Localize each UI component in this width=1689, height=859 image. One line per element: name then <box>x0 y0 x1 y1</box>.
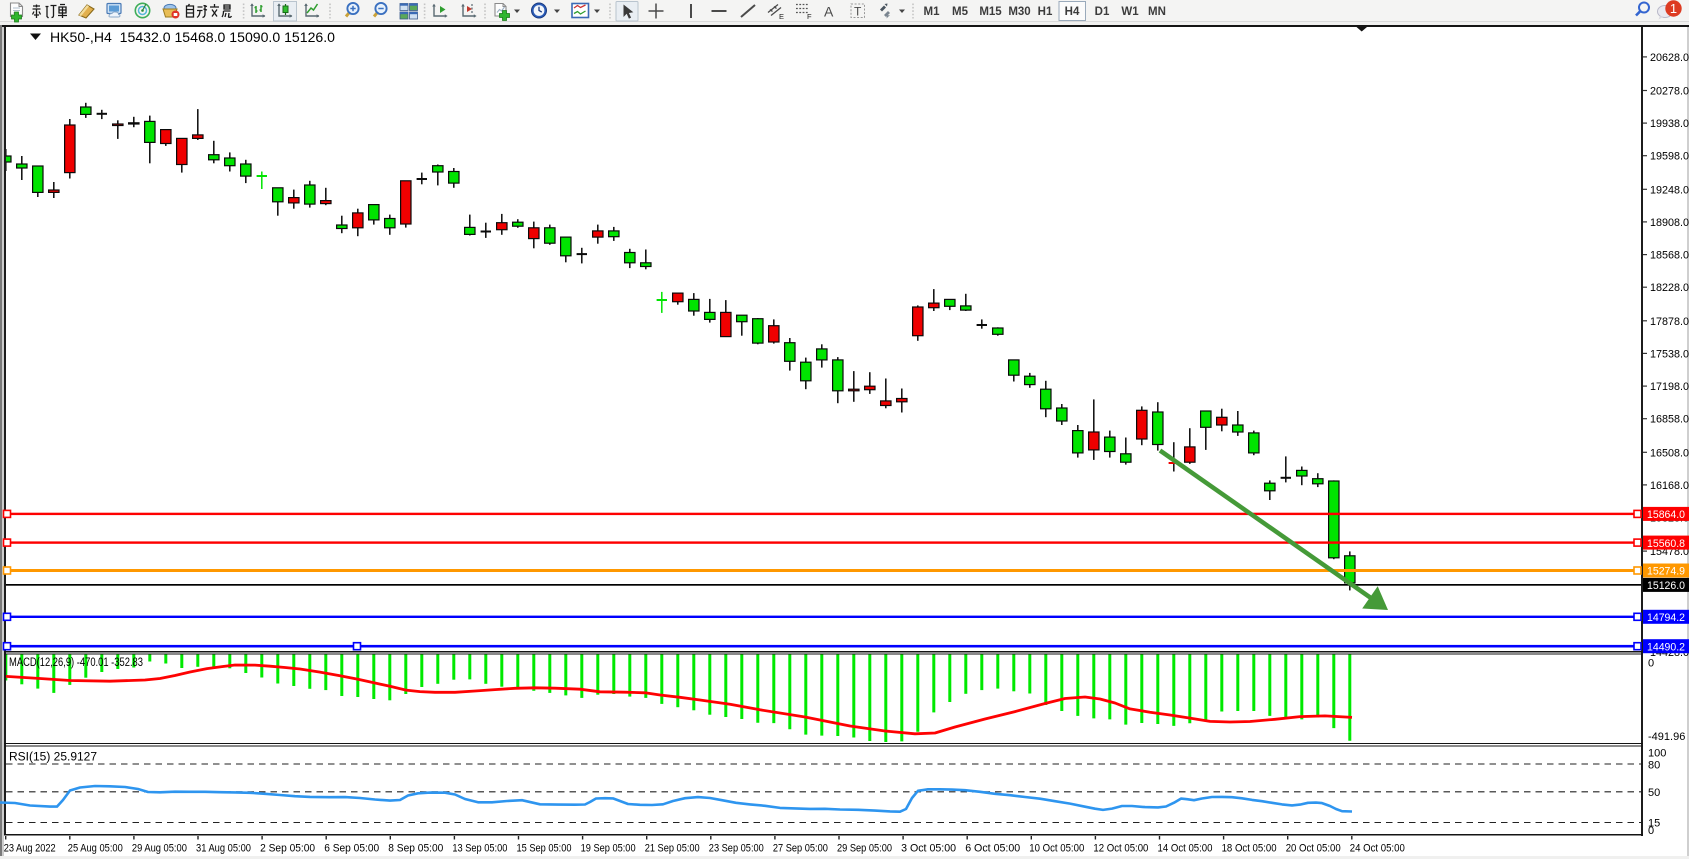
svg-text:15560.8: 15560.8 <box>1647 538 1685 550</box>
svg-text:16168.0: 16168.0 <box>1650 480 1689 492</box>
svg-text:100: 100 <box>1648 748 1666 760</box>
svg-text:19598.0: 19598.0 <box>1650 151 1689 163</box>
svg-text:15274.9: 15274.9 <box>1647 566 1685 578</box>
svg-text:D1: D1 <box>1095 6 1110 18</box>
svg-text:18 Oct 05:00: 18 Oct 05:00 <box>1222 843 1277 855</box>
svg-text:29 Aug 05:00: 29 Aug 05:00 <box>132 843 187 855</box>
svg-text:15864.0: 15864.0 <box>1647 509 1685 521</box>
svg-text:-491.96: -491.96 <box>1648 731 1685 743</box>
svg-text:50: 50 <box>1648 787 1660 799</box>
svg-text:2 Sep 05:00: 2 Sep 05:00 <box>260 843 315 855</box>
svg-text:RSI(15) 25.9127: RSI(15) 25.9127 <box>9 752 97 764</box>
svg-text:1: 1 <box>1670 1 1677 16</box>
svg-text:W1: W1 <box>1121 6 1139 18</box>
svg-text:80: 80 <box>1648 760 1660 772</box>
svg-text:12 Oct 05:00: 12 Oct 05:00 <box>1093 843 1148 855</box>
svg-text:0: 0 <box>1648 658 1654 670</box>
svg-text:27 Sep 05:00: 27 Sep 05:00 <box>773 843 828 855</box>
svg-text:15: 15 <box>1648 818 1660 830</box>
svg-text:M5: M5 <box>952 6 969 18</box>
svg-text:25 Aug 05:00: 25 Aug 05:00 <box>68 843 123 855</box>
svg-text:15 Sep 05:00: 15 Sep 05:00 <box>517 843 572 855</box>
svg-text:E: E <box>779 12 784 21</box>
svg-text:19 Sep 05:00: 19 Sep 05:00 <box>581 843 636 855</box>
svg-text:14490.2: 14490.2 <box>1647 641 1685 653</box>
svg-text:HK50-,H4 15432.0 15468.0 1509: HK50-,H4 15432.0 15468.0 15090.0 15126.0 <box>50 30 335 45</box>
svg-text:19248.0: 19248.0 <box>1650 184 1689 196</box>
svg-text:24 Oct 05:00: 24 Oct 05:00 <box>1350 843 1405 855</box>
svg-text:M30: M30 <box>1008 6 1030 18</box>
svg-text:20278.0: 20278.0 <box>1650 86 1689 98</box>
svg-text:23 Sep 05:00: 23 Sep 05:00 <box>709 843 764 855</box>
svg-text:MN: MN <box>1148 6 1166 18</box>
svg-text:23 Aug 2022: 23 Aug 2022 <box>4 843 56 855</box>
svg-text:A: A <box>824 4 834 20</box>
svg-text:16508.0: 16508.0 <box>1650 447 1689 459</box>
svg-text:F: F <box>807 12 812 21</box>
svg-text:29 Sep 05:00: 29 Sep 05:00 <box>837 843 892 855</box>
svg-text:H1: H1 <box>1038 6 1053 18</box>
svg-text:6 Sep 05:00: 6 Sep 05:00 <box>324 843 379 855</box>
svg-text:31 Aug 05:00: 31 Aug 05:00 <box>196 843 251 855</box>
svg-text:M1: M1 <box>924 6 941 18</box>
svg-text:17198.0: 17198.0 <box>1650 381 1689 393</box>
svg-text:18228.0: 18228.0 <box>1650 282 1689 294</box>
svg-text:10 Oct 05:00: 10 Oct 05:00 <box>1029 843 1084 855</box>
svg-text:8 Sep 05:00: 8 Sep 05:00 <box>388 843 443 855</box>
svg-text:0: 0 <box>1648 825 1654 837</box>
svg-text:20 Oct 05:00: 20 Oct 05:00 <box>1286 843 1341 855</box>
svg-text:17878.0: 17878.0 <box>1650 316 1689 328</box>
svg-text:H4: H4 <box>1065 6 1080 18</box>
svg-text:MACD(12,26,9) -470.01 -352.83: MACD(12,26,9) -470.01 -352.83 <box>9 657 143 669</box>
svg-text:18908.0: 18908.0 <box>1650 217 1689 229</box>
svg-text:6 Oct 05:00: 6 Oct 05:00 <box>965 843 1020 855</box>
svg-text:18568.0: 18568.0 <box>1650 250 1689 262</box>
svg-text:14 Oct 05:00: 14 Oct 05:00 <box>1158 843 1213 855</box>
svg-text:20628.0: 20628.0 <box>1650 52 1689 64</box>
svg-text:15126.0: 15126.0 <box>1647 580 1685 592</box>
svg-text:T: T <box>854 5 862 19</box>
svg-text:3 Oct 05:00: 3 Oct 05:00 <box>901 843 956 855</box>
svg-text:13 Sep 05:00: 13 Sep 05:00 <box>452 843 507 855</box>
svg-text:21 Sep 05:00: 21 Sep 05:00 <box>645 843 700 855</box>
svg-text:16858.0: 16858.0 <box>1650 414 1689 426</box>
svg-text:19938.0: 19938.0 <box>1650 118 1689 130</box>
svg-text:M15: M15 <box>979 6 1002 18</box>
svg-text:17538.0: 17538.0 <box>1650 348 1689 360</box>
svg-text:14794.2: 14794.2 <box>1647 612 1685 624</box>
